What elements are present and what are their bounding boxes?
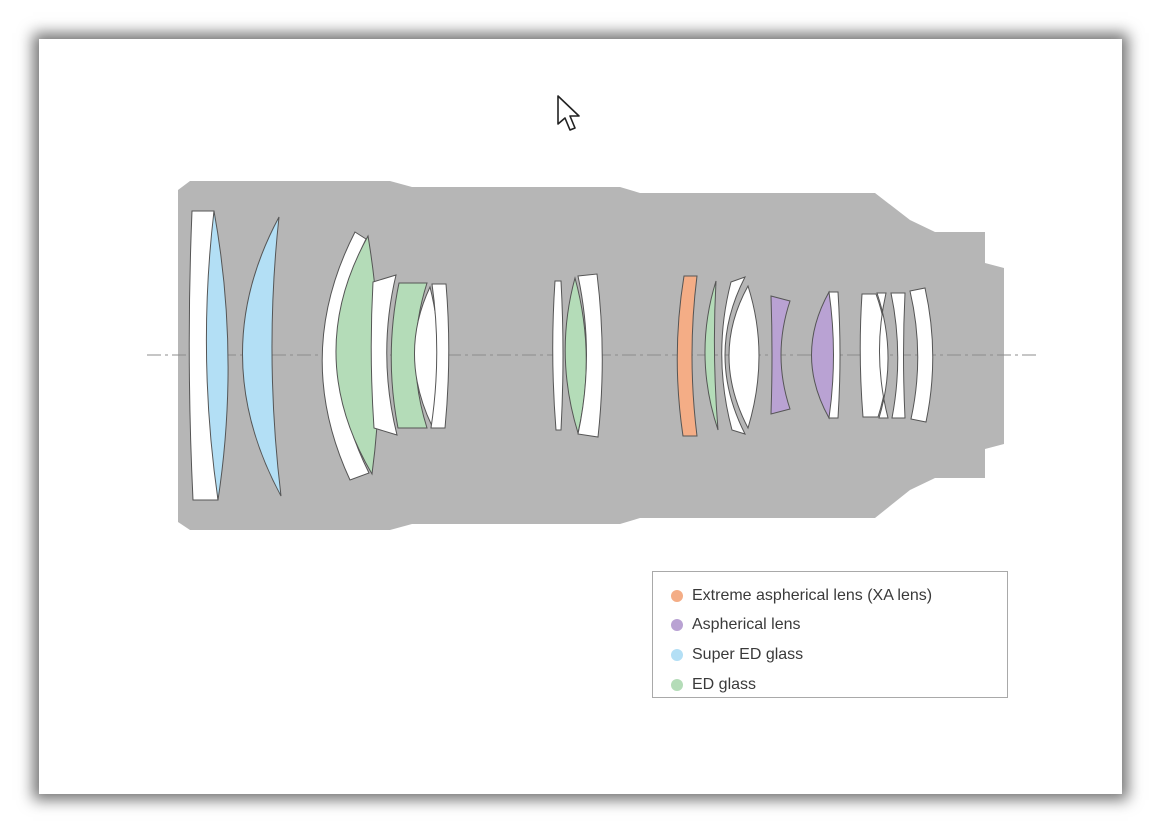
legend-item-ed: ED glass [671,670,1007,700]
aspherical-swatch-icon [671,619,683,632]
legend: Extreme aspherical lens (XA lens) Aspher… [652,571,1008,698]
legend-item-xa-lens: Extreme aspherical lens (XA lens) [671,581,1007,611]
legend-label: ED glass [692,675,757,693]
lens-element-14 [704,280,719,431]
lens-element-13 [676,275,698,437]
lens-element-21 [876,292,889,419]
mouse-pointer-icon [557,95,580,131]
xa-lens-swatch-icon [671,589,683,602]
legend-item-super-ed: Super ED glass [671,640,1007,670]
legend-label: Super ED glass [692,645,804,663]
lens-element-19 [828,291,841,419]
lens-element-23 [909,287,934,423]
legend-label: Aspherical lens [692,616,801,634]
super-ed-swatch-icon [671,648,683,661]
lens-element-2 [205,210,229,501]
lens-element-16 [728,284,760,430]
lens-element-22 [890,292,906,419]
legend-item-aspherical: Aspherical lens [671,611,1007,641]
lens-element-9 [430,283,450,429]
lens-element-15 [721,276,747,435]
lens-element-6 [370,274,398,436]
lens-element-12 [577,273,603,438]
ed-swatch-icon [671,678,683,691]
lens-element-10 [552,280,564,431]
lens-element-3 [242,216,282,497]
lens-element-17 [770,295,791,415]
legend-label: Extreme aspherical lens (XA lens) [692,586,933,604]
